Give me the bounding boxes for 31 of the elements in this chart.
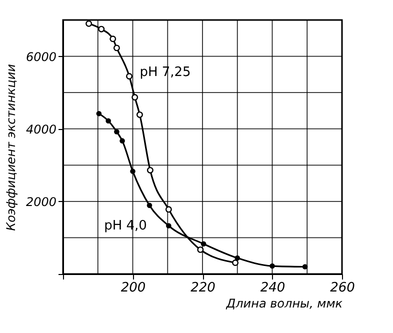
y-axis-title: Коэффициент экстинкции bbox=[4, 64, 18, 231]
point bbox=[165, 206, 172, 213]
point bbox=[234, 255, 240, 261]
point bbox=[130, 168, 136, 174]
point bbox=[146, 166, 154, 174]
x-tick-label: 200 bbox=[120, 280, 146, 296]
y-tick-label: 4000 bbox=[26, 122, 57, 136]
point bbox=[146, 202, 152, 208]
point bbox=[113, 44, 120, 52]
x-tick-label: 240 bbox=[260, 280, 286, 296]
x-tick-label: 220 bbox=[190, 280, 216, 296]
point bbox=[197, 246, 204, 253]
point bbox=[166, 223, 172, 228]
point bbox=[270, 263, 275, 269]
point bbox=[106, 118, 111, 124]
point bbox=[132, 94, 138, 101]
point bbox=[86, 20, 92, 27]
x-tick-label: 260 bbox=[330, 280, 355, 296]
y-tick-label: 2000 bbox=[26, 194, 57, 209]
point bbox=[114, 129, 120, 134]
point bbox=[302, 264, 308, 270]
point bbox=[200, 241, 206, 247]
point bbox=[126, 73, 133, 80]
point bbox=[98, 26, 105, 32]
point bbox=[110, 36, 116, 42]
point bbox=[96, 110, 102, 116]
point bbox=[120, 138, 125, 144]
point bbox=[136, 111, 143, 118]
point bbox=[232, 260, 239, 266]
x-axis-title: Длина волны, ммк bbox=[225, 296, 344, 310]
y-tick-label: 6000 bbox=[26, 50, 57, 64]
